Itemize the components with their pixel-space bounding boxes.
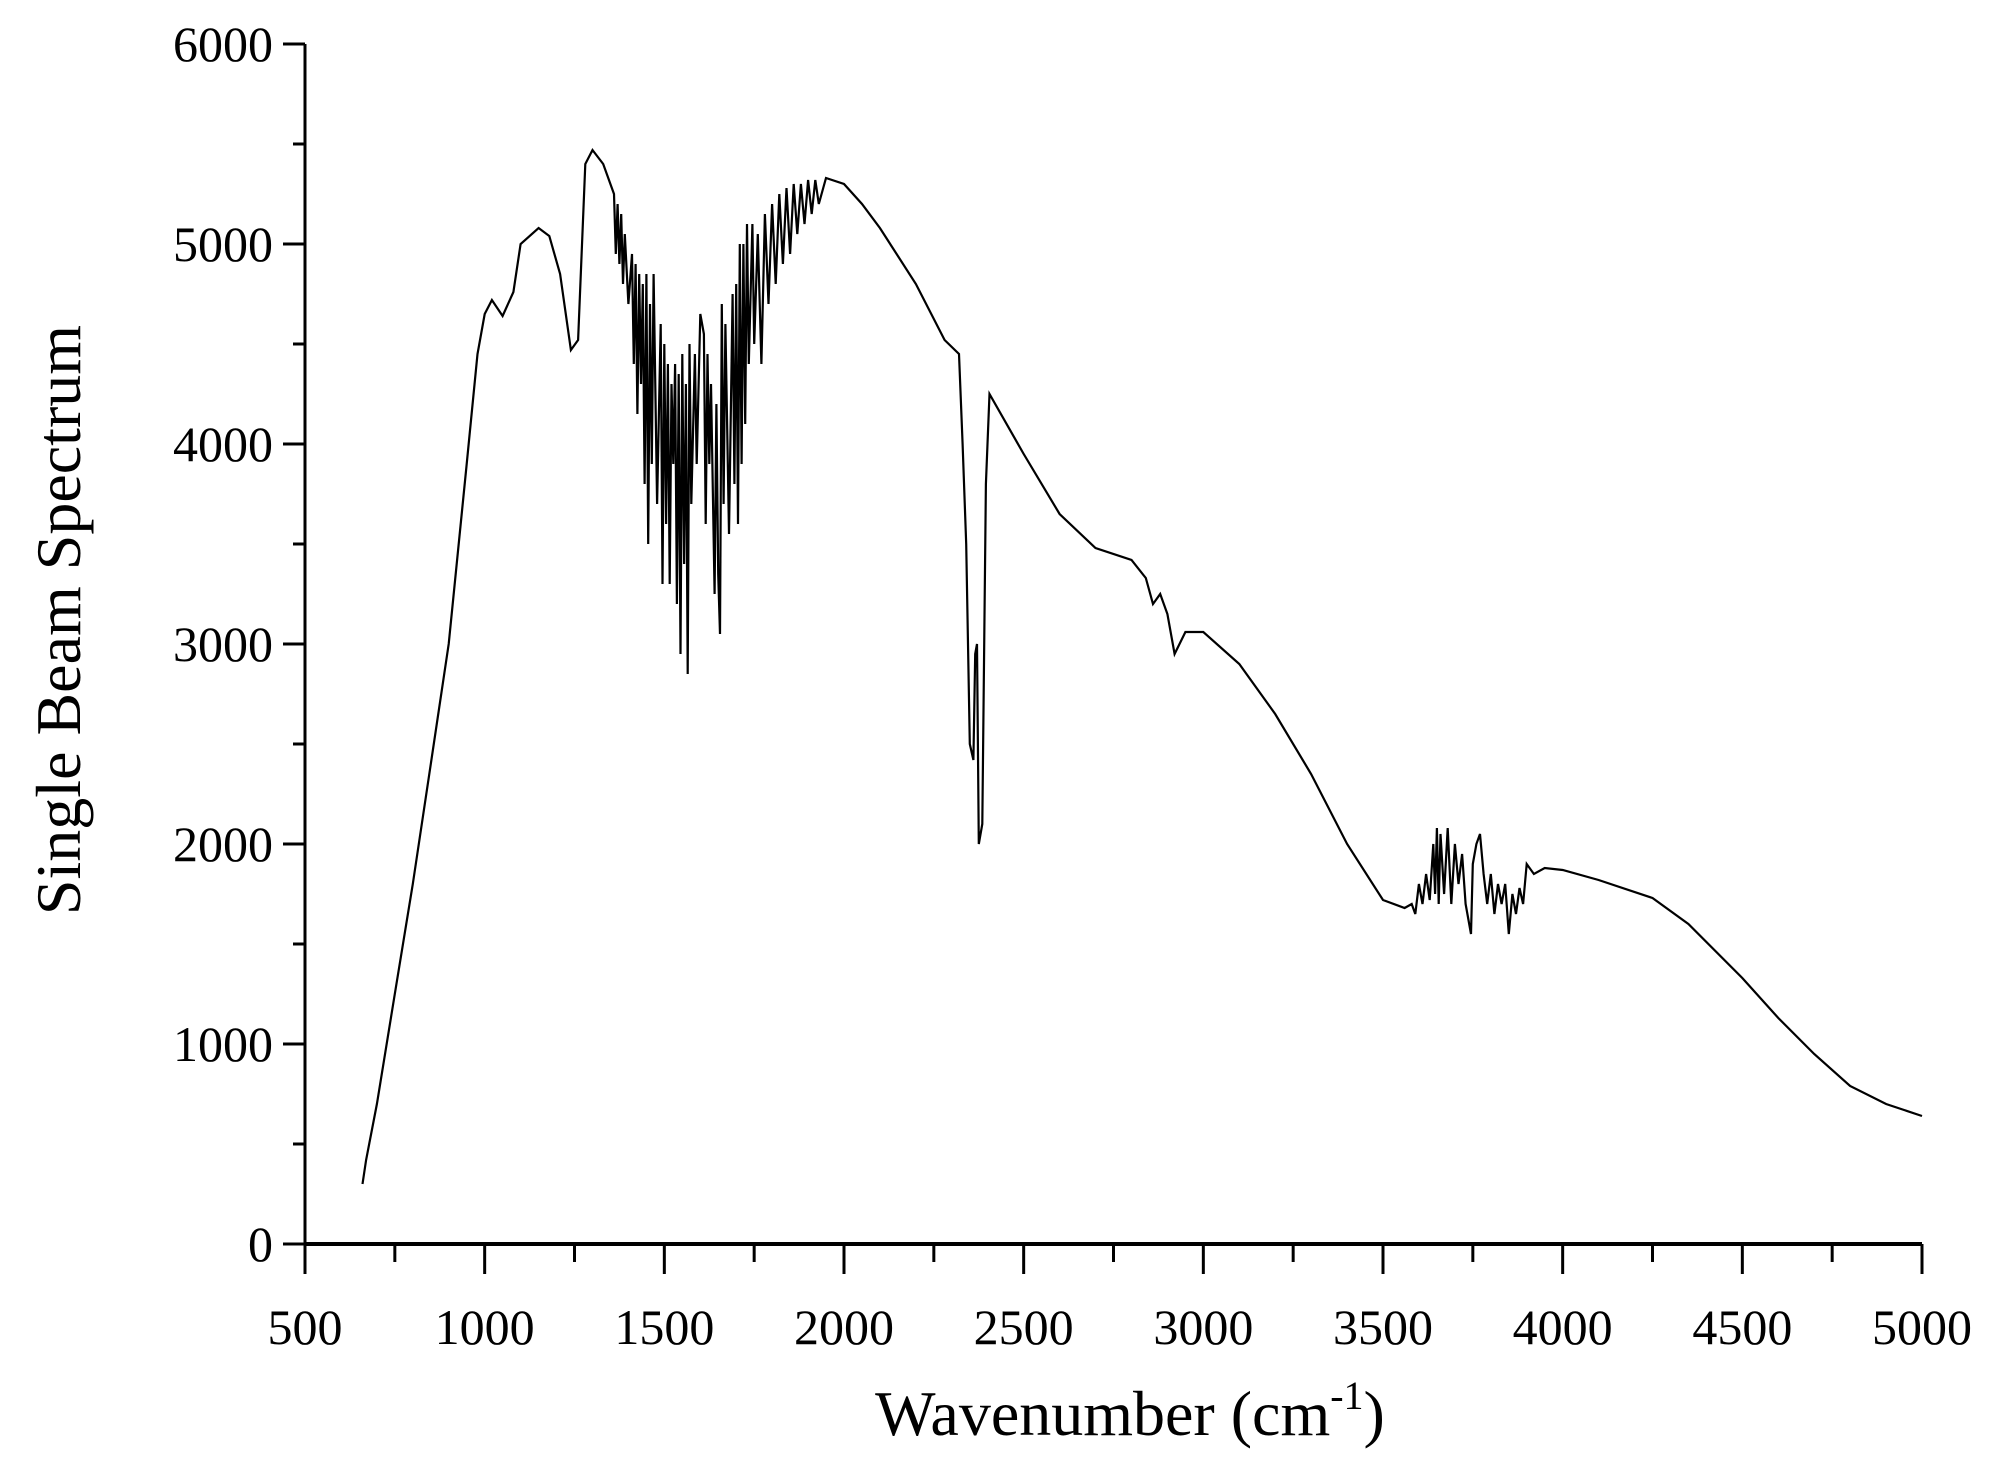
x-tick-label: 500 [268, 1299, 343, 1355]
y-tick-label: 1000 [173, 1016, 273, 1072]
x-tick-label: 2000 [794, 1299, 894, 1355]
ticks: 500 1000 1500 2000 2500 3000 3500 4000 4500 5000 0… [173, 16, 1972, 1355]
y-tick-label: 3000 [173, 616, 273, 672]
spectrum-line [361, 147, 1923, 1185]
y-tick-label: 0 [248, 1216, 273, 1272]
x-tick-label: 5000 [1872, 1299, 1972, 1355]
x-tick-label: 3000 [1153, 1299, 1253, 1355]
x-axis-label: Wavenumber (cm-1) [875, 1373, 1385, 1449]
x-tick-label: 4000 [1513, 1299, 1613, 1355]
y-axis-label: Single Beam Spectrum [23, 325, 94, 915]
x-tick-label: 1500 [614, 1299, 714, 1355]
x-tick-label: 4500 [1692, 1299, 1792, 1355]
x-tick-label: 2500 [974, 1299, 1074, 1355]
y-tick-label: 5000 [173, 216, 273, 272]
y-tick-label: 2000 [173, 816, 273, 872]
x-axis-label-superscript: -1 [1330, 1373, 1363, 1418]
x-tick-label: 1000 [435, 1299, 535, 1355]
y-tick-label: 6000 [173, 16, 273, 72]
axes [303, 44, 1922, 1246]
y-tick-label: 4000 [173, 416, 273, 472]
x-tick-label: 3500 [1333, 1299, 1433, 1355]
